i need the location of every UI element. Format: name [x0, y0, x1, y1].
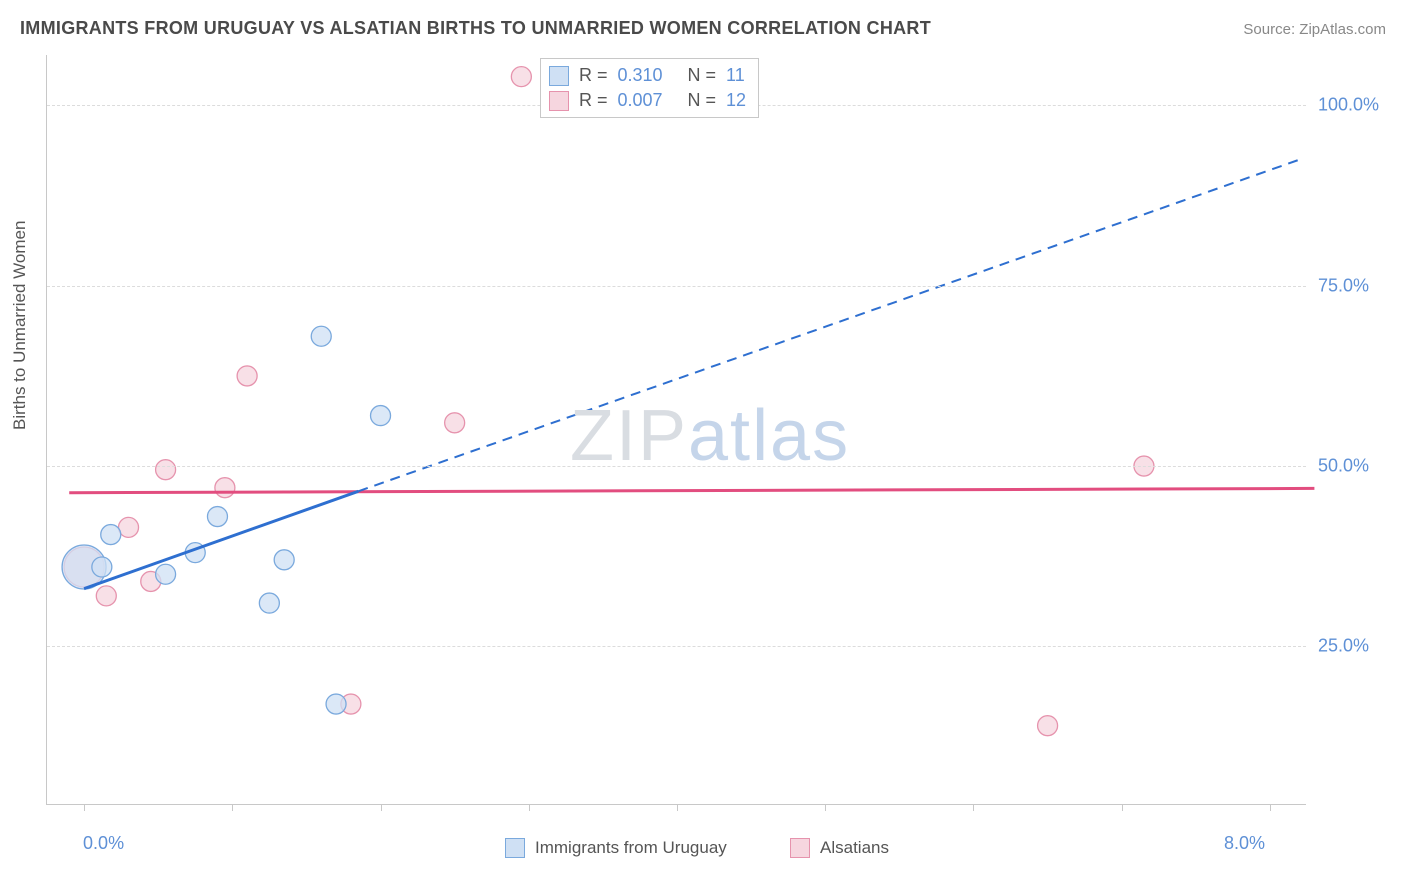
- legend-swatch: [505, 838, 525, 858]
- source-prefix: Source:: [1243, 21, 1299, 38]
- x-tick: [529, 804, 530, 811]
- title-bar: IMMIGRANTS FROM URUGUAY VS ALSATIAN BIRT…: [20, 18, 1386, 39]
- legend-r-label: R =: [579, 63, 608, 88]
- legend-r-value: 0.310: [618, 63, 678, 88]
- legend-stats-box: R = 0.310 N = 11 R = 0.007 N = 12: [540, 58, 759, 118]
- x-tick: [1270, 804, 1271, 811]
- data-point-alsatians: [119, 517, 139, 537]
- data-point-uruguay: [259, 593, 279, 613]
- data-point-alsatians: [1038, 716, 1058, 736]
- x-tick-label: 8.0%: [1224, 833, 1265, 854]
- legend-series-item: Immigrants from Uruguay: [505, 838, 727, 858]
- legend-n-value: 11: [726, 63, 745, 88]
- legend-stats-row: R = 0.310 N = 11: [549, 63, 746, 88]
- legend-series-item: Alsatians: [790, 838, 889, 858]
- legend-series-label: Immigrants from Uruguay: [535, 838, 727, 858]
- data-point-uruguay: [326, 694, 346, 714]
- data-point-uruguay: [274, 550, 294, 570]
- x-tick: [973, 804, 974, 811]
- trend-line: [84, 491, 358, 588]
- data-point-alsatians: [156, 460, 176, 480]
- gridline: [47, 646, 1306, 647]
- data-point-alsatians: [445, 413, 465, 433]
- y-tick-label: 75.0%: [1318, 275, 1369, 296]
- x-tick: [381, 804, 382, 811]
- source-name: ZipAtlas.com: [1299, 21, 1386, 38]
- y-tick-label: 100.0%: [1318, 95, 1379, 116]
- legend-swatch: [549, 91, 569, 111]
- x-tick-label: 0.0%: [83, 833, 124, 854]
- legend-n-label: N =: [688, 88, 717, 113]
- legend-n-label: N =: [688, 63, 717, 88]
- y-tick-label: 25.0%: [1318, 636, 1369, 657]
- x-tick: [232, 804, 233, 811]
- x-tick: [84, 804, 85, 811]
- trend-line: [358, 160, 1299, 492]
- data-point-uruguay: [371, 406, 391, 426]
- source-label: Source: ZipAtlas.com: [1243, 21, 1386, 38]
- data-point-uruguay: [101, 525, 121, 545]
- legend-n-value: 12: [726, 88, 746, 113]
- data-point-uruguay: [92, 557, 112, 577]
- data-point-alsatians: [237, 366, 257, 386]
- data-point-uruguay: [207, 507, 227, 527]
- x-tick: [677, 804, 678, 811]
- legend-r-value: 0.007: [618, 88, 678, 113]
- plot-area: [46, 55, 1306, 805]
- trend-line: [69, 488, 1314, 492]
- data-point-alsatians: [215, 478, 235, 498]
- data-point-alsatians: [511, 67, 531, 87]
- data-point-uruguay: [311, 326, 331, 346]
- y-tick-label: 50.0%: [1318, 456, 1369, 477]
- gridline: [47, 286, 1306, 287]
- legend-swatch: [549, 66, 569, 86]
- gridline: [47, 466, 1306, 467]
- data-point-uruguay: [156, 564, 176, 584]
- data-point-alsatians: [96, 586, 116, 606]
- legend-swatch: [790, 838, 810, 858]
- legend-r-label: R =: [579, 88, 608, 113]
- legend-series-label: Alsatians: [820, 838, 889, 858]
- chart-svg: [47, 55, 1306, 804]
- y-axis-title: Births to Unmarried Women: [10, 221, 30, 430]
- chart-title: IMMIGRANTS FROM URUGUAY VS ALSATIAN BIRT…: [20, 18, 931, 39]
- legend-stats-row: R = 0.007 N = 12: [549, 88, 746, 113]
- x-tick: [1122, 804, 1123, 811]
- x-tick: [825, 804, 826, 811]
